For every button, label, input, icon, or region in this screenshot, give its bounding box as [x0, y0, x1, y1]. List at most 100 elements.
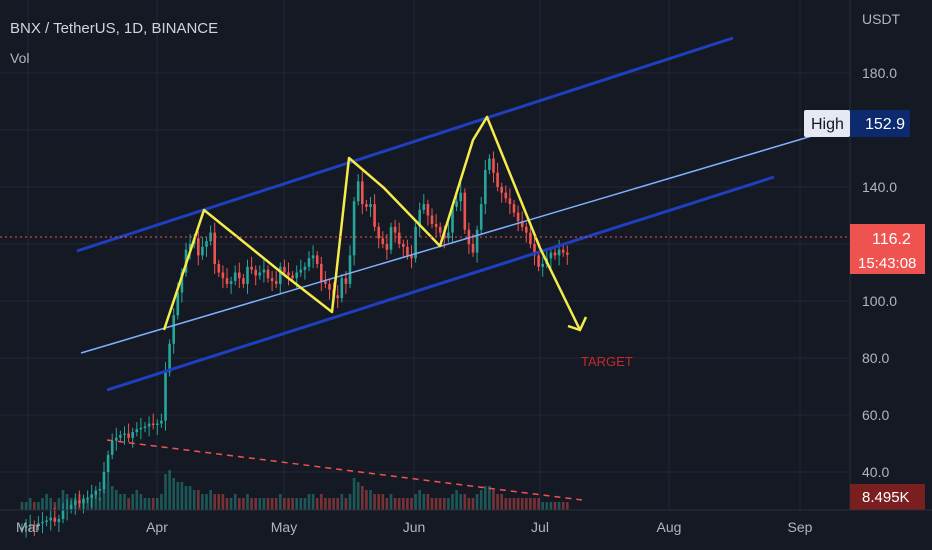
candle-body [492, 158, 495, 173]
volume-bar [479, 490, 483, 510]
candle-body [414, 226, 417, 259]
channel-lower-line[interactable] [106, 175, 775, 392]
candle-body [270, 278, 274, 282]
candle-body [315, 255, 319, 264]
candle-body [90, 494, 93, 498]
volume-bar [229, 498, 233, 510]
candle-body [389, 226, 393, 250]
candle-body [508, 198, 512, 205]
candle-body [463, 192, 467, 230]
volume-bar [221, 494, 225, 510]
candle-body [160, 420, 163, 424]
volume-bar [53, 502, 57, 510]
last-price-marker: 116.2 15:43:08 [850, 224, 925, 274]
x-tick-label: Mar [16, 519, 40, 535]
candle-body [98, 489, 102, 491]
candle-body [57, 519, 61, 522]
channel-mid-line[interactable] [80, 124, 850, 354]
candle-body [147, 423, 151, 427]
volume-bar [508, 498, 512, 510]
volume-bar [303, 498, 307, 510]
volume-bar [233, 494, 237, 510]
volume-bar [242, 498, 245, 510]
candle-body [496, 172, 499, 187]
high-marker: High 152.9 [804, 110, 910, 137]
candle-body [299, 269, 303, 273]
volume-bar [520, 498, 524, 510]
y-tick-label: 60.0 [862, 407, 889, 423]
candle-body [246, 266, 249, 284]
candle-body [258, 272, 262, 276]
volume-bar [369, 490, 372, 510]
volume-bar [361, 486, 364, 510]
candle-body [320, 263, 323, 282]
target-arrow-head [567, 316, 588, 332]
volume-bar [500, 494, 503, 510]
candle-body [426, 204, 430, 216]
candle-body [447, 232, 450, 239]
volume-bar [131, 494, 134, 510]
volume-bar [406, 498, 409, 510]
volume-bar [57, 498, 61, 510]
candle-body [291, 275, 294, 279]
volume-bar [119, 494, 122, 510]
y-tick-label: 180.0 [862, 65, 897, 81]
channel-upper-line[interactable] [76, 36, 734, 253]
candle-body [287, 272, 290, 276]
candle-body [434, 224, 438, 227]
candle-body [352, 201, 356, 256]
volume-bar [225, 498, 229, 510]
candle-body [69, 504, 73, 510]
volume-bar [307, 494, 311, 510]
volume-bar [156, 498, 159, 510]
candle-body [365, 204, 368, 207]
candle-body [311, 255, 315, 259]
candle-body [348, 255, 352, 284]
volume-bar [328, 498, 331, 510]
x-axis-ticks[interactable]: Mar Apr May Jun Jul Aug Sep [16, 519, 813, 535]
chart-title: BNX / TetherUS, 1D, BINANCE [10, 20, 219, 37]
volume-bar [512, 498, 516, 510]
candle-body [110, 440, 114, 455]
volume-bar [541, 502, 544, 510]
volume-bar [28, 498, 32, 510]
volume-bar [516, 498, 520, 510]
volume-bar [566, 502, 569, 510]
volume-bar [184, 486, 188, 510]
candle-body [28, 524, 32, 527]
candle-body [504, 192, 508, 199]
x-tick-label: May [271, 519, 297, 535]
volume-bar [561, 502, 565, 510]
candle-body [451, 206, 454, 233]
volume-bar [254, 498, 257, 510]
volume-bar [475, 494, 479, 510]
candle-body [303, 266, 307, 270]
candle-body [512, 204, 516, 213]
candle-body [516, 212, 520, 222]
candle-body [115, 437, 118, 441]
volume-bar [246, 494, 249, 510]
wave-pattern-line[interactable] [162, 115, 582, 331]
candle-body [164, 372, 167, 421]
candle-body [53, 517, 57, 522]
volume-bar [164, 474, 167, 510]
volume-bar [45, 494, 48, 510]
volume-bar [283, 498, 286, 510]
volume-bar [422, 494, 426, 510]
candle-body [266, 269, 270, 279]
candle-body [274, 281, 278, 284]
volume-bar [192, 490, 196, 510]
candle-body [361, 181, 364, 205]
x-tick-label: Apr [146, 519, 168, 535]
candle-body [525, 226, 528, 233]
volume-bar [201, 494, 204, 510]
candle-body [557, 249, 561, 256]
volume-bar [172, 478, 175, 510]
volume-bar [381, 494, 385, 510]
volume-trend-dashed-line[interactable] [106, 439, 583, 501]
candle-body [475, 229, 479, 253]
volume-bar [61, 490, 65, 510]
volume-bar [545, 502, 549, 510]
high-value: 152.9 [865, 116, 905, 133]
